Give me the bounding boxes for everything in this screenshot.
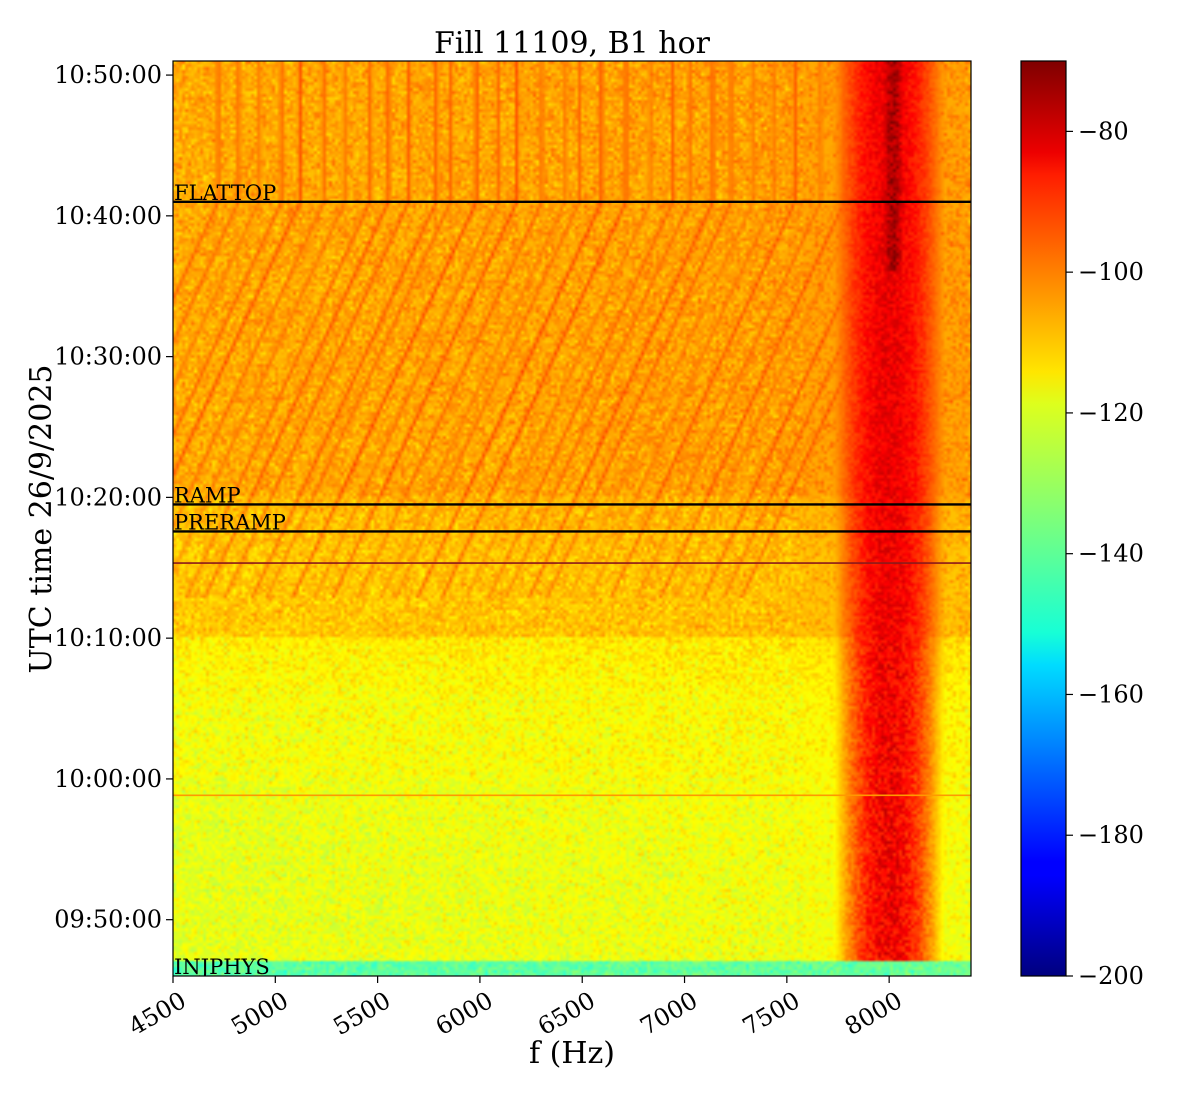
y-axis-label: UTC time 26/9/2025	[24, 365, 59, 674]
colorbar-gradient	[1021, 61, 1066, 976]
colorbar-tick-label-0: −80	[1078, 117, 1129, 145]
event-label-injphys: INJPHYS	[174, 955, 270, 979]
event-label-preramp: PRERAMP	[174, 510, 286, 534]
plot-frame	[172, 60, 972, 977]
x-tick-label-4: 6500	[533, 986, 600, 1041]
colorbar-tick-label-1: −100	[1078, 258, 1144, 286]
colorbar-frame	[1020, 60, 1067, 977]
x-axis: 4500 5000 5500 6000 6500 7000 7500 8000	[124, 976, 907, 1041]
colorbar-tick-label-2: −120	[1078, 399, 1144, 427]
y-tick-label-0: 09:50:00	[54, 906, 162, 934]
x-tick-label-1: 5000	[226, 986, 293, 1041]
y-tick-label-2: 10:10:00	[54, 624, 162, 652]
x-tick-label-5: 7000	[635, 986, 702, 1041]
colorbar-tick-label-6: −200	[1078, 962, 1144, 990]
plot-overlays: FLATTOP RAMP PRERAMP INJPHYS	[173, 181, 971, 979]
colorbar-tick-label-5: −180	[1078, 821, 1144, 849]
event-label-ramp: RAMP	[174, 483, 241, 507]
event-label-flattop: FLATTOP	[174, 181, 276, 205]
y-tick-label-5: 10:40:00	[54, 202, 162, 230]
x-tick-label-2: 5500	[329, 986, 396, 1041]
colorbar-ticks: −80 −100 −120 −140 −160 −180 −200	[1066, 117, 1144, 990]
x-tick-label-7: 8000	[840, 986, 907, 1041]
plot-area: FLATTOP RAMP PRERAMP INJPHYS	[172, 60, 972, 979]
spectrogram-heatmap	[173, 61, 971, 976]
y-axis: 09:50:00 10:00:00 10:10:00 10:20:00 10:30:00…	[54, 61, 173, 934]
y-tick-label-3: 10:20:00	[54, 483, 162, 511]
x-tick-label-0: 4500	[124, 986, 191, 1041]
y-tick-label-4: 10:30:00	[54, 343, 162, 371]
x-axis-label: f (Hz)	[529, 1036, 615, 1071]
y-tick-label-6: 10:50:00	[54, 61, 162, 89]
y-tick-label-1: 10:00:00	[54, 765, 162, 793]
colorbar-tick-label-4: −160	[1078, 680, 1144, 708]
x-tick-label-3: 6000	[431, 986, 498, 1041]
x-tick-label-6: 7500	[738, 986, 805, 1041]
colorbar: −80 −100 −120 −140 −160 −180 −200	[1020, 60, 1144, 990]
colorbar-tick-label-3: −140	[1078, 540, 1144, 568]
chart-title: Fill 11109, B1 hor	[434, 26, 711, 61]
